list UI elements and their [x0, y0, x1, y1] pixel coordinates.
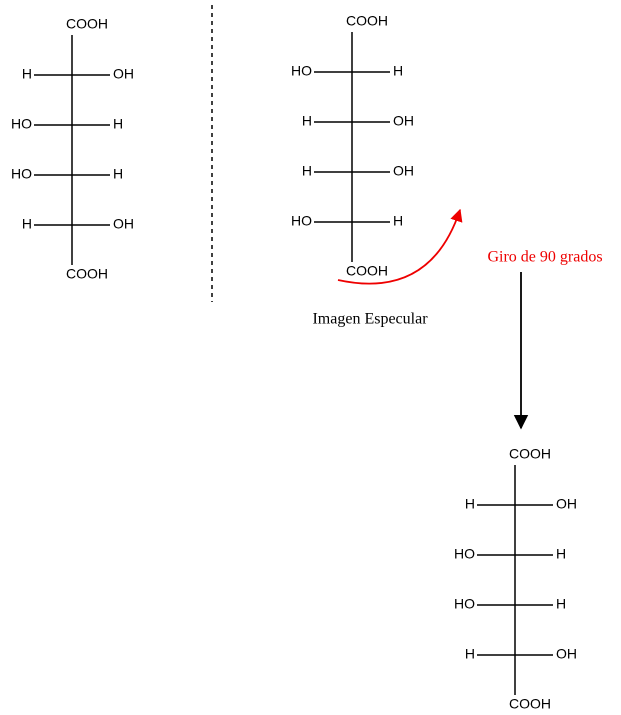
- left-substituent: H: [465, 496, 475, 512]
- right-substituent: OH: [113, 216, 134, 232]
- rotation-label: Giro de 90 grados: [487, 249, 602, 266]
- left-substituent: HO: [11, 166, 32, 182]
- left-substituent: HO: [454, 546, 475, 562]
- left-substituent: HO: [11, 116, 32, 132]
- right-substituent: H: [113, 116, 123, 132]
- top-group: COOH: [346, 13, 388, 29]
- right-substituent: H: [393, 213, 403, 229]
- left-substituent: H: [465, 646, 475, 662]
- rotation-arrow: [337, 208, 463, 285]
- right-substituent: H: [556, 596, 566, 612]
- right-substituent: H: [113, 166, 123, 182]
- right-substituent: OH: [556, 646, 577, 662]
- left-substituent: H: [22, 216, 32, 232]
- bottom-group: COOH: [509, 696, 551, 712]
- right-substituent: H: [556, 546, 566, 562]
- left-substituent: HO: [454, 596, 475, 612]
- bottom-group: COOH: [346, 263, 388, 279]
- left-substituent: H: [22, 66, 32, 82]
- left-substituent: H: [302, 113, 312, 129]
- right-substituent: OH: [556, 496, 577, 512]
- top-group: COOH: [509, 446, 551, 462]
- left-substituent: H: [302, 163, 312, 179]
- top-group: COOH: [66, 16, 108, 32]
- right-substituent: OH: [113, 66, 134, 82]
- mirror-label: Imagen Especular: [312, 311, 428, 328]
- left-substituent: HO: [291, 63, 312, 79]
- right-substituent: OH: [393, 113, 414, 129]
- bottom-group: COOH: [66, 266, 108, 282]
- right-substituent: OH: [393, 163, 414, 179]
- right-substituent: H: [393, 63, 403, 79]
- left-substituent: HO: [291, 213, 312, 229]
